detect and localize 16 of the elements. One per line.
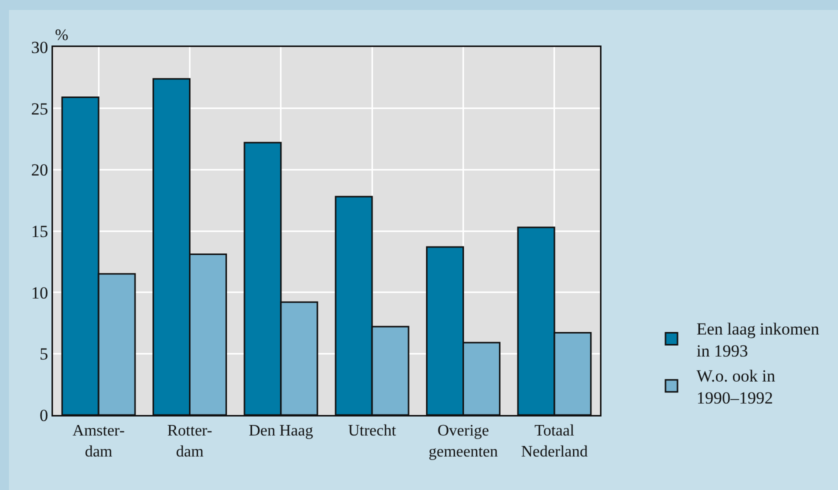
y-axis-title: % xyxy=(55,27,68,44)
x-tick-label: Den Haag xyxy=(248,422,314,440)
y-tick-label: 0 xyxy=(40,406,48,425)
legend-label: Een laag inkomen in 1993 xyxy=(696,319,820,360)
y-tick-label: 25 xyxy=(31,99,48,118)
y-tick-label: 20 xyxy=(31,160,48,180)
x-tick-label: Overige gemeenten xyxy=(428,422,498,460)
x-tick-label: Totaal Nederland xyxy=(521,422,588,460)
y-tick-label: 10 xyxy=(31,283,48,302)
y-tick-label: 30 xyxy=(31,38,48,57)
x-tick-label: Utrecht xyxy=(348,422,397,440)
legend-label: W.o. ook in 1990–1992 xyxy=(696,366,776,408)
y-tick-label: 15 xyxy=(31,222,48,241)
y-tick-label: 5 xyxy=(40,344,48,364)
x-tick-label: Rotter-dam xyxy=(167,422,212,460)
x-tick-label: Amster-dam xyxy=(72,422,125,460)
